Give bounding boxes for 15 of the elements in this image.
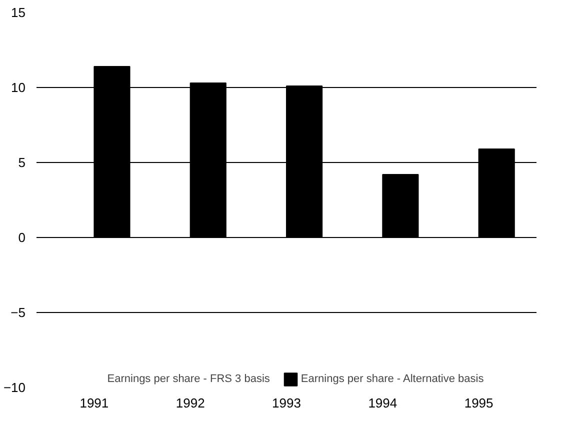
bar: [382, 174, 419, 238]
y-tick-label: −10: [3, 380, 26, 395]
legend-label: Earnings per share - Alternative basis: [300, 373, 484, 385]
y-tick-label: 5: [18, 155, 26, 170]
y-tick-label: 10: [11, 80, 26, 95]
x-tick-label: 1993: [272, 396, 301, 410]
x-tick-label: 1995: [464, 396, 494, 410]
y-tick-label: 15: [11, 5, 26, 20]
x-tick-label: 1992: [176, 396, 205, 410]
text: Earnings per share - FRS 3 basis: [107, 373, 270, 385]
x-tick-label: 1994: [368, 396, 398, 410]
x-tick-label: 1991: [80, 396, 109, 410]
bar: [478, 148, 515, 238]
y-tick-label: 0: [18, 230, 26, 245]
y-tick-label: −5: [10, 305, 26, 320]
